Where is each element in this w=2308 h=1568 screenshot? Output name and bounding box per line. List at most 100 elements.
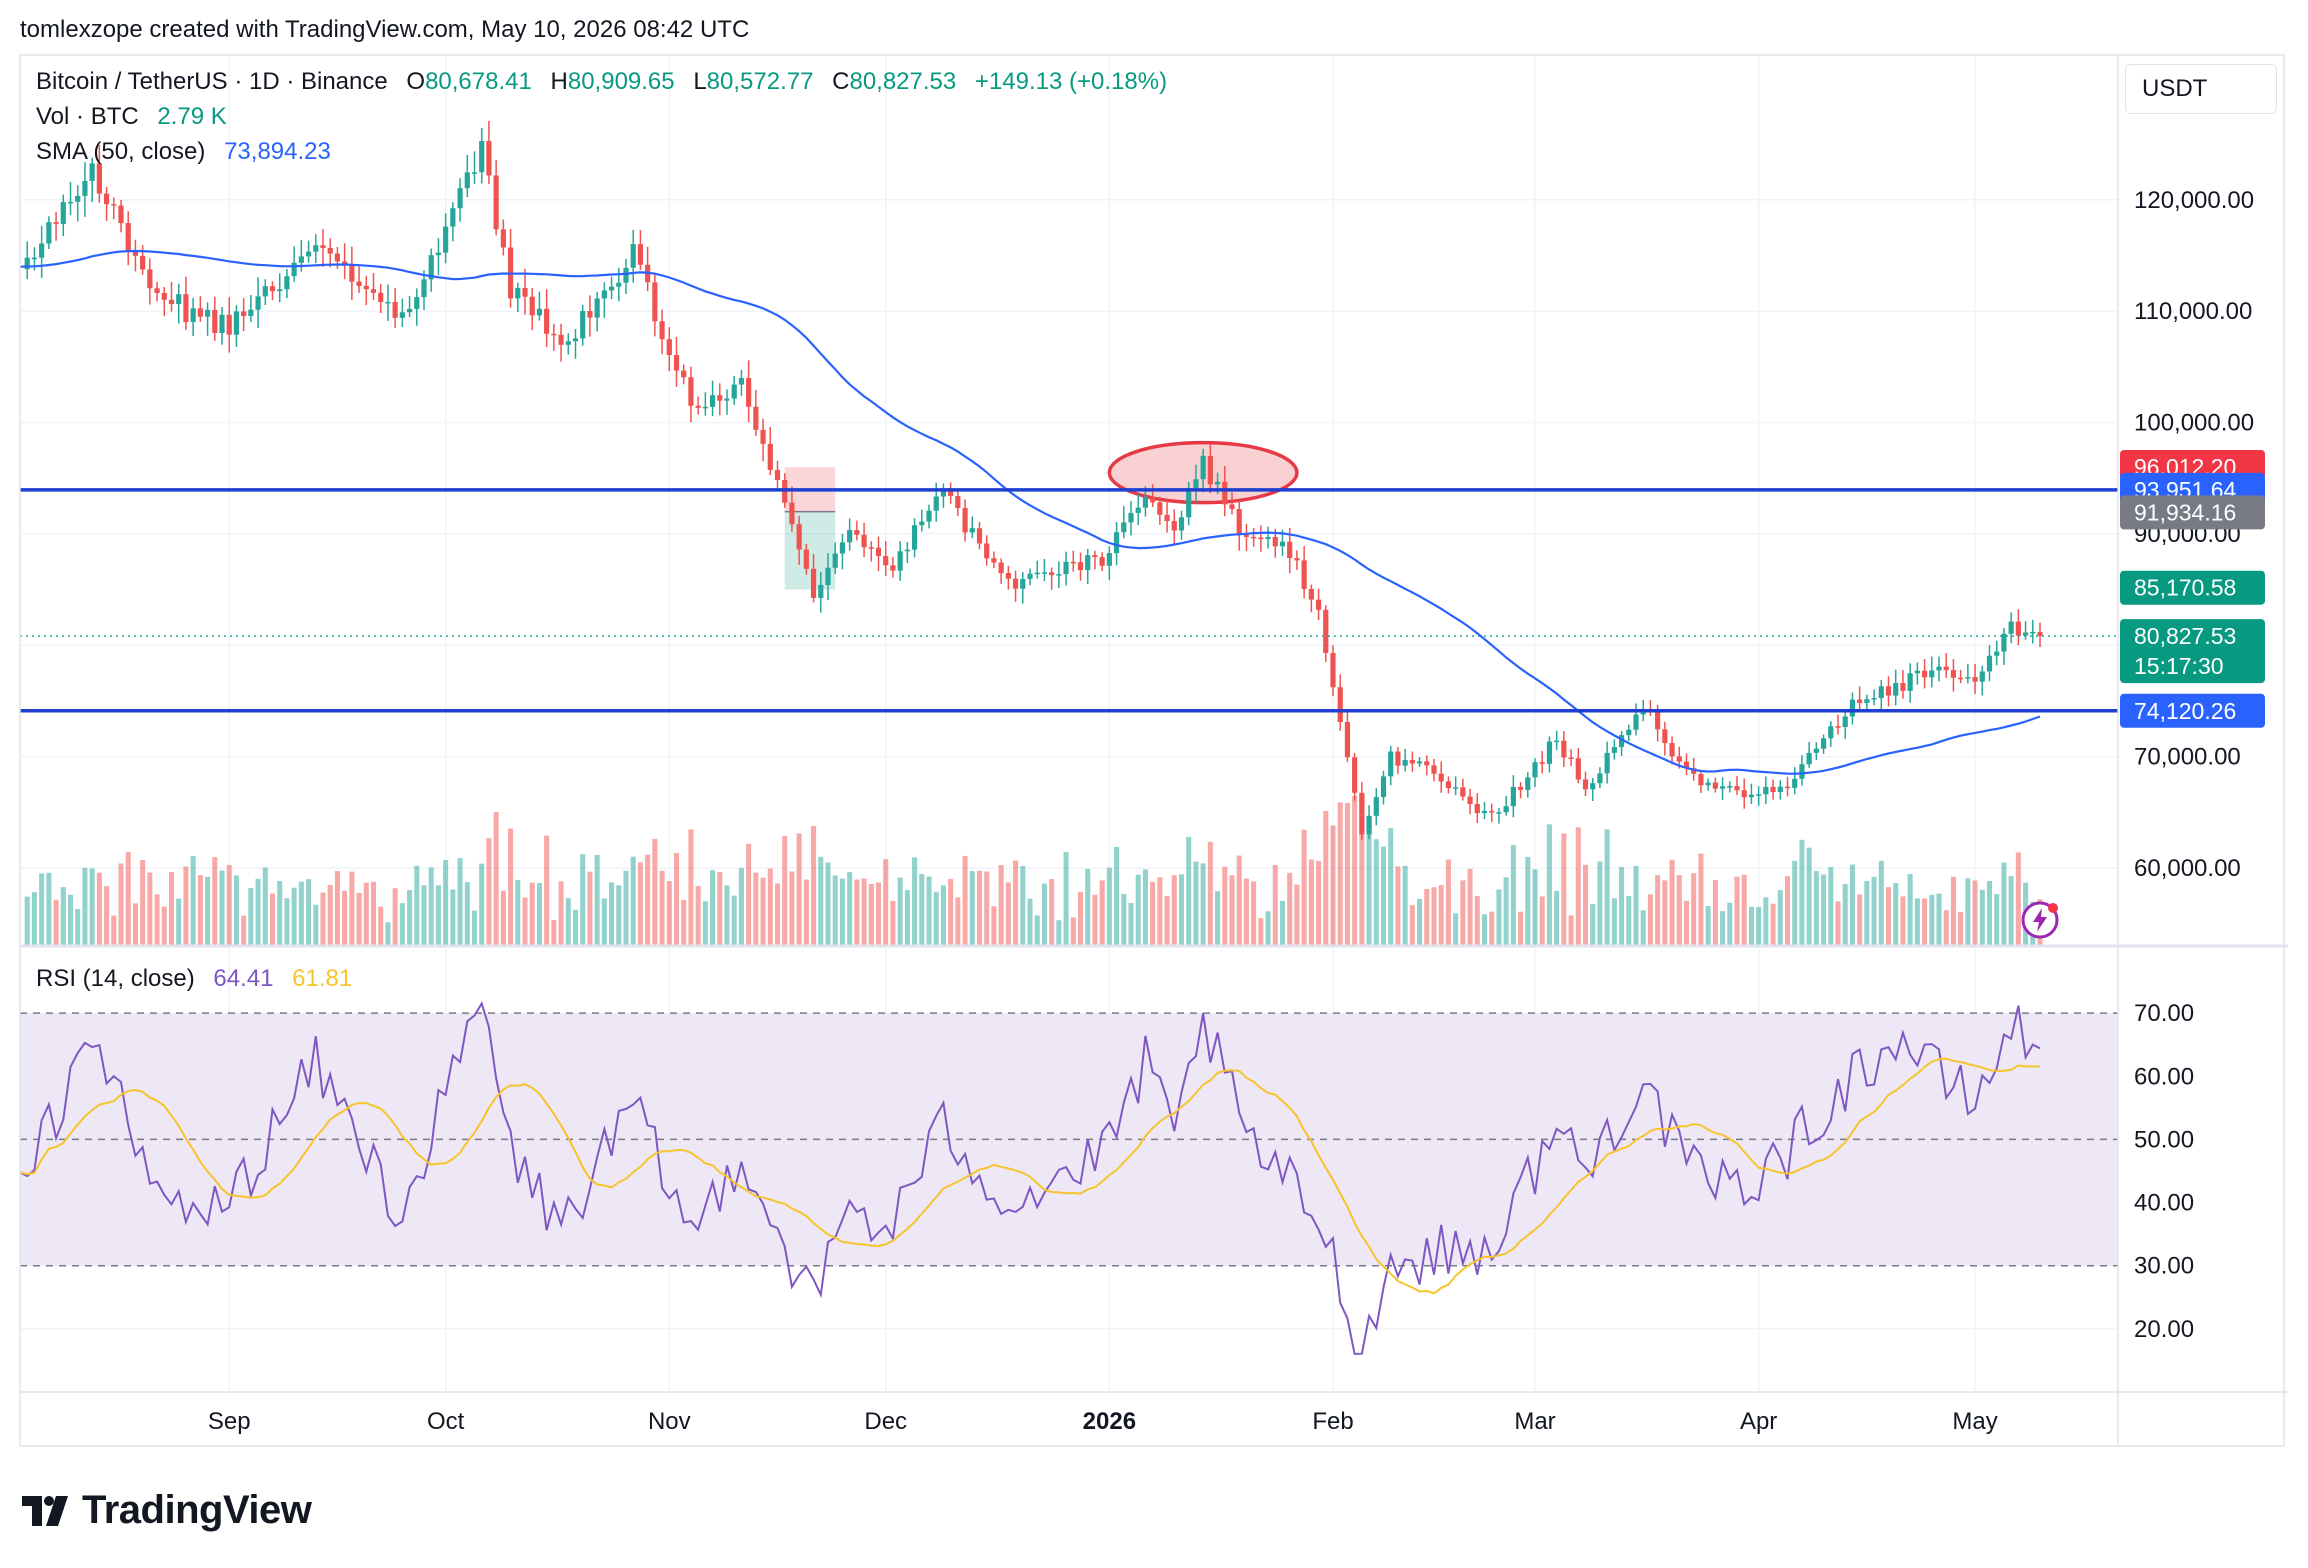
candle-body <box>1308 589 1314 600</box>
volume-bar <box>1885 887 1892 946</box>
volume-bar <box>551 919 557 946</box>
volume-bar <box>1662 880 1668 946</box>
volume-bar <box>1546 824 1552 946</box>
volume-bar <box>1460 880 1466 946</box>
volume-bar <box>782 836 788 946</box>
volume-bar <box>493 812 499 946</box>
volume-bar <box>1828 866 1834 946</box>
volume-bar <box>1070 917 1076 946</box>
candle-body <box>616 282 622 287</box>
symbol-name[interactable]: Bitcoin / TetherUS · 1D · Binance <box>36 68 388 95</box>
candle-body <box>1128 512 1134 523</box>
candle-body <box>760 429 766 444</box>
candle-body <box>875 547 882 557</box>
high-value: 80,909.65 <box>567 68 675 95</box>
candle-body <box>1380 776 1387 798</box>
rsi-tick-label: 30.00 <box>2134 1253 2194 1280</box>
volume-bar <box>154 894 160 946</box>
volume-bar <box>912 857 918 946</box>
credit-text: tomlexzope created with TradingView.com,… <box>20 16 750 43</box>
candle-body <box>75 195 81 202</box>
rsi-label[interactable]: RSI (14, close) <box>36 965 195 992</box>
volume-bar <box>1496 889 1502 946</box>
volume-bar <box>645 854 651 946</box>
volume-bar <box>1438 885 1444 946</box>
volume-bar <box>1337 802 1343 946</box>
volume-bar <box>1453 913 1459 946</box>
volume-bar <box>1864 881 1870 946</box>
volume-bar <box>948 878 954 946</box>
volume-bar <box>1316 860 1322 946</box>
candle-body <box>1445 781 1452 789</box>
candle-body <box>1077 562 1084 571</box>
candle-body <box>24 257 30 270</box>
open-label: O <box>406 68 426 95</box>
volume-bar <box>262 867 268 946</box>
volume-bar <box>774 883 781 946</box>
candle-body <box>1070 561 1076 564</box>
candle-body <box>168 299 175 305</box>
candle-body <box>2008 621 2014 634</box>
volume-bar <box>731 895 737 946</box>
tradingview-logo[interactable]: TradingView <box>22 1488 312 1533</box>
sma-label[interactable]: SMA (50, close) <box>36 138 206 165</box>
candle-body <box>897 551 903 571</box>
volume-bar <box>1193 861 1199 946</box>
price-badge-bg <box>2120 693 2265 728</box>
candle-body <box>746 378 752 407</box>
volume-bar <box>31 892 37 946</box>
candle-body <box>955 496 961 509</box>
candle-body <box>738 378 745 385</box>
volume-bar <box>161 906 167 946</box>
candle-body <box>659 321 665 340</box>
volume-bar <box>1986 880 1993 946</box>
candle-body <box>284 276 290 290</box>
candle-body <box>1373 797 1379 816</box>
close-label: C <box>832 68 850 95</box>
candle-body <box>1150 496 1156 503</box>
candle-body <box>370 289 377 293</box>
volume-bar <box>486 838 492 946</box>
candle-body <box>1352 757 1358 793</box>
candle-body <box>868 547 874 549</box>
candle-body <box>1121 522 1127 533</box>
volume-bar <box>349 871 355 946</box>
volume-bar <box>522 897 528 946</box>
volume-bar <box>695 885 701 946</box>
candle-body <box>1265 536 1271 540</box>
candle-body <box>1171 521 1177 531</box>
volume-bar <box>803 879 809 946</box>
volume-bar <box>1114 847 1120 946</box>
volume-bar <box>962 855 968 946</box>
candle-body <box>522 287 528 297</box>
candle-body <box>1936 666 1942 671</box>
candle-body <box>1041 572 1048 574</box>
candle-body <box>1878 686 1884 698</box>
volume-bar <box>89 868 95 946</box>
candle-body <box>1734 786 1740 791</box>
candle-body <box>1236 509 1242 536</box>
volume-bar <box>67 894 74 946</box>
candle-body <box>255 296 261 310</box>
volume-bar <box>1186 836 1192 946</box>
lightning-icon[interactable] <box>2020 900 2060 940</box>
price-badge-label: 85,170.58 <box>2134 575 2236 601</box>
volume-bar <box>789 871 795 946</box>
candle-body <box>197 308 203 317</box>
candle-body <box>1489 810 1495 813</box>
rsi-ma-value: 61.81 <box>292 965 353 992</box>
candle-body <box>39 243 45 258</box>
volume-bar <box>313 904 319 946</box>
volume-bar <box>673 853 680 946</box>
currency-selector[interactable]: USDT <box>2125 64 2277 114</box>
volume-bar <box>1142 869 1148 946</box>
volume-bar <box>1821 874 1827 946</box>
volume-label[interactable]: Vol · BTC <box>36 103 139 130</box>
volume-bar <box>1121 893 1127 946</box>
volume-bar <box>1857 894 1863 946</box>
volume-bar <box>46 872 52 946</box>
candle-body <box>1770 786 1776 793</box>
volume-bar <box>1705 905 1711 946</box>
volume-bar <box>1020 866 1026 946</box>
